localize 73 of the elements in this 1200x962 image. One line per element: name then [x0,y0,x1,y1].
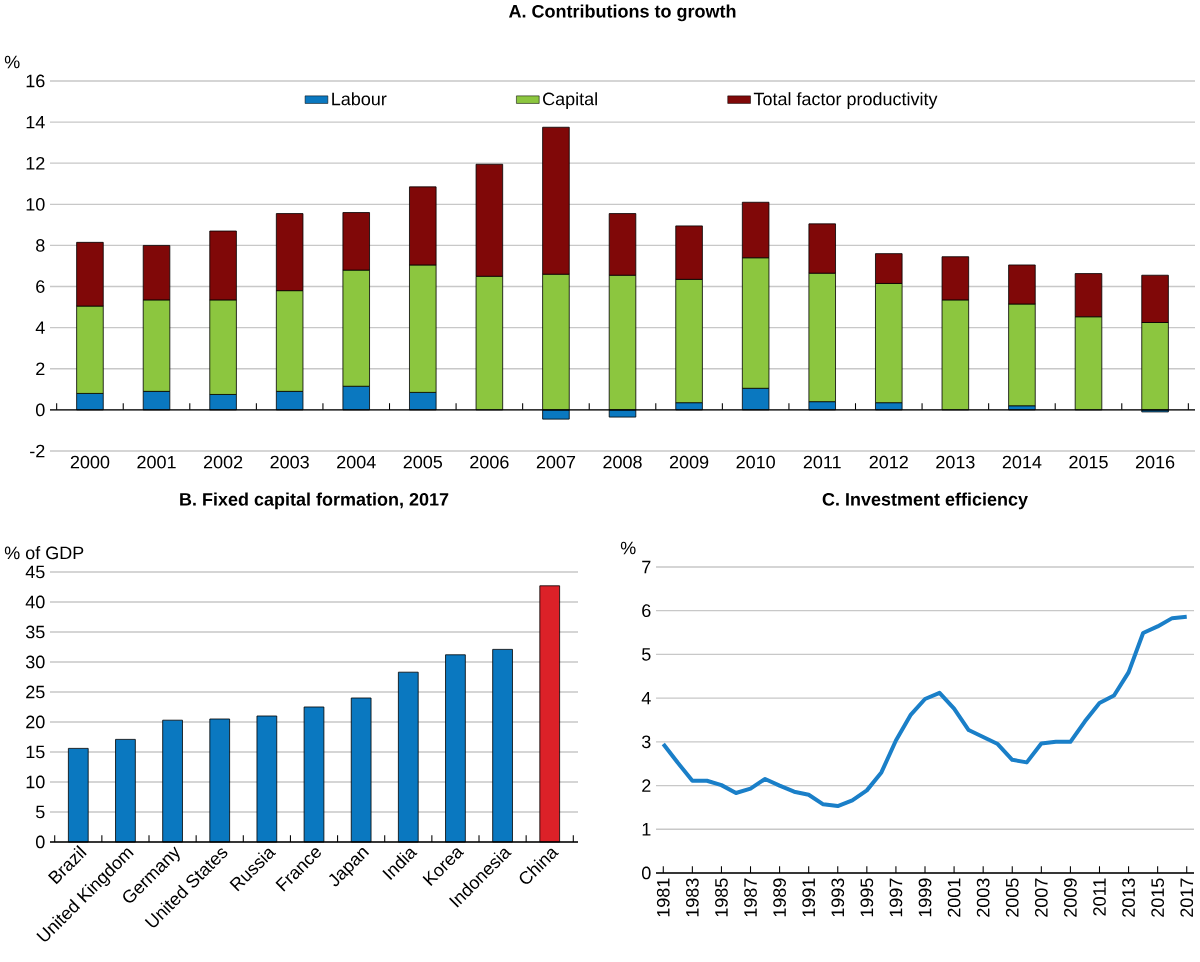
x-tick-label: 1985 [715,878,728,917]
x-tick-label: 2000 [70,455,110,469]
x-tick-label: 2009 [669,455,709,469]
x-tick-label: 2011 [803,455,841,469]
x-tick-label: 2016 [1135,455,1175,469]
y-tick-label: 4 [641,691,651,705]
x-tick-label: 1981 [656,878,670,917]
x-tick-label: 2017 [1180,878,1194,917]
y-tick-label: 0 [642,866,651,880]
chart-title: C. Investment efficiency [822,492,1028,510]
y-tick-label: 6 [36,280,45,293]
y-tick-label: 20 [26,715,45,729]
y-tick-label: 0 [35,835,45,849]
y-tick-label: 12 [26,156,45,170]
x-tick-label: 2010 [736,455,775,469]
chart-title: A. Contributions to growth [508,4,736,22]
y-tick-label: 5 [642,648,651,661]
x-tick-label: 2013 [936,455,975,469]
y-tick-label: 45 [25,565,45,579]
x-tick-label: 2001 [947,878,961,917]
y-tick-label: -2 [30,444,45,458]
x-tick-label: 2014 [1002,455,1042,469]
x-tick-label: 2005 [403,455,443,469]
x-tick-label: 2004 [337,455,376,469]
y-tick-label: 40 [25,595,45,609]
x-tick-label: 2012 [869,455,908,469]
y-tick-label: 14 [26,115,45,129]
x-tick-label: 2005 [1005,878,1019,917]
y-tick-label: 10 [26,197,45,211]
y-tick-label: 1 [642,823,651,836]
y-tick-label: 15 [26,745,45,759]
x-tick-label: 2015 [1069,455,1108,469]
x-tick-label: 2003 [270,455,309,469]
chart-title: B. Fixed capital formation, 2017 [180,492,449,510]
y-tick-label: 2 [36,362,45,376]
x-tick-label: 1989 [773,878,786,917]
legend-label: Capital [543,92,597,109]
x-tick-label: 2007 [536,455,576,469]
x-tick-label: 1995 [860,878,874,917]
y-axis-title: % [4,55,20,69]
x-tick-label: 2001 [137,455,176,469]
x-tick-label: 2009 [1064,878,1077,917]
y-axis-title: % of GDP [4,546,84,560]
x-tick-label: 1997 [889,878,903,917]
y-tick-label: 35 [25,625,45,639]
y-tick-label: 7 [642,560,651,574]
y-tick-label: 4 [35,321,45,334]
x-tick-label: 2015 [1151,878,1165,917]
y-tick-label: 6 [642,604,651,618]
y-tick-label: 0 [35,403,45,417]
x-tick-label: 2008 [603,455,642,469]
x-tick-label: 1999 [918,878,932,917]
y-tick-label: 30 [25,655,45,669]
x-tick-label: 2013 [1122,878,1135,917]
x-tick-label: 1983 [685,878,699,917]
x-tick-label: 1991 [802,878,816,917]
x-tick-label: 2002 [203,455,243,469]
x-tick-label: 1987 [744,878,757,917]
y-tick-label: 2 [642,779,651,792]
x-tick-label: 1993 [831,878,845,917]
y-tick-label: 3 [641,735,651,749]
x-tick-label: 2003 [976,878,990,917]
y-axis-title: % [620,541,636,555]
legend-label: Labour [332,92,387,106]
x-tick-label: 2006 [470,455,509,469]
y-tick-label: 16 [26,74,45,88]
y-tick-label: 25 [26,685,45,699]
y-tick-label: 8 [36,239,45,252]
y-tick-label: 10 [26,775,45,789]
x-tick-label: 2011 [1093,878,1106,916]
legend-label: Total factor productivity [753,92,938,109]
x-tick-label: 2007 [1034,878,1048,917]
y-tick-label: 5 [35,805,45,819]
